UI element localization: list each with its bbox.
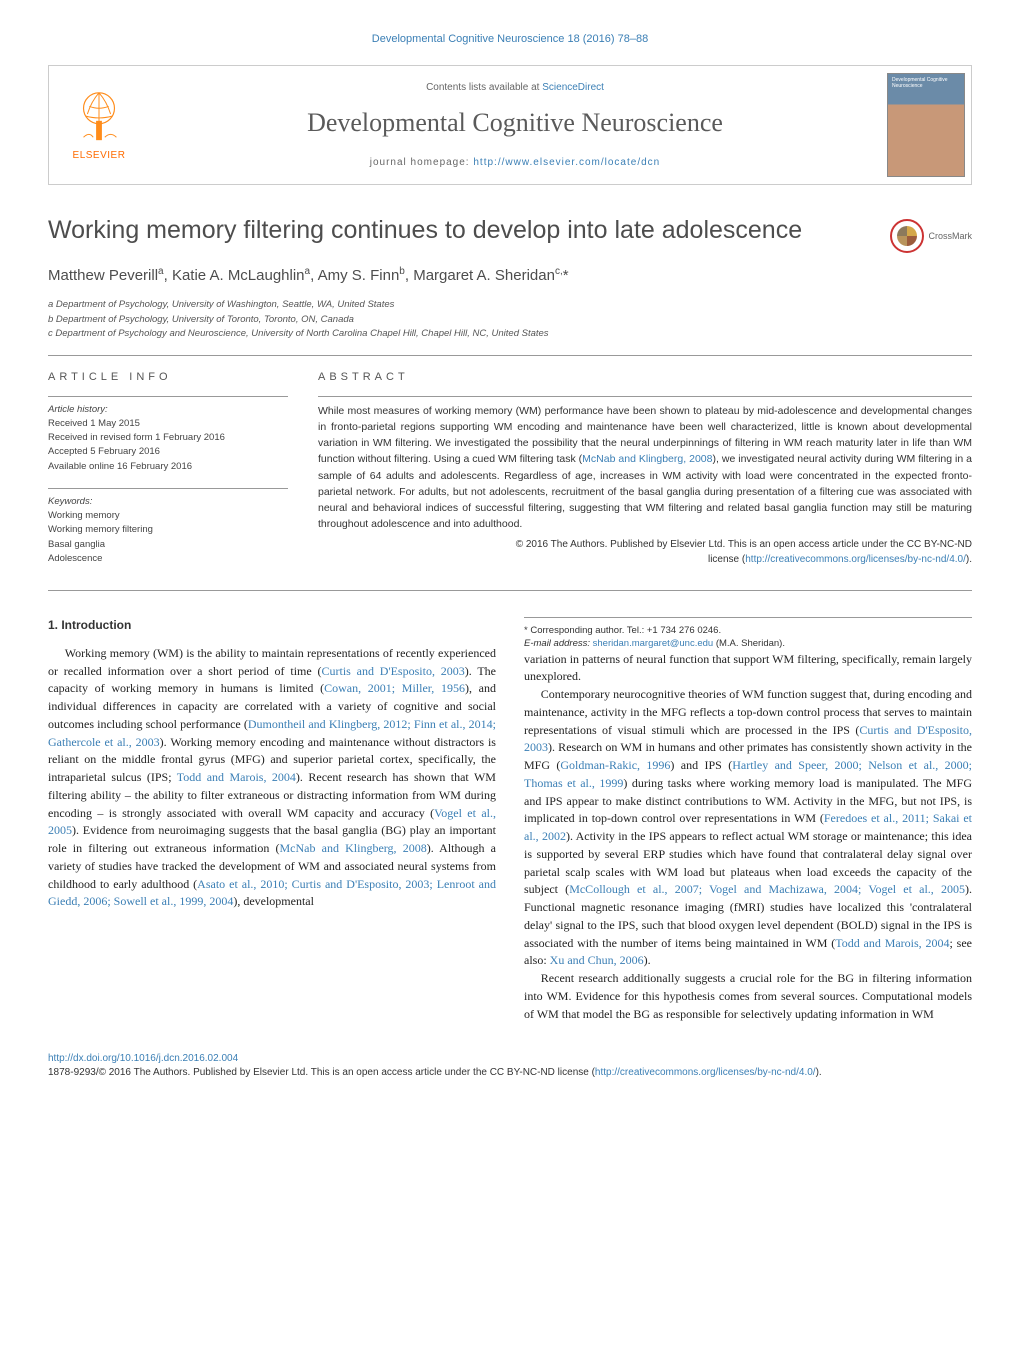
- footer-license-link[interactable]: http://creativecommons.org/licenses/by-n…: [595, 1067, 816, 1078]
- rule-1: [48, 355, 972, 356]
- journal-cover: Developmental Cognitive Neuroscience: [881, 66, 971, 184]
- body-text: 1. Introduction Working memory (WM) is t…: [48, 617, 972, 1030]
- affiliation-b: b Department of Psychology, University o…: [48, 313, 972, 327]
- affiliation-a: a Department of Psychology, University o…: [48, 298, 972, 312]
- p1i: variation in patterns of neural function…: [524, 652, 972, 684]
- cite-curtis-2003[interactable]: Curtis and D'Esposito, 2003: [322, 664, 465, 678]
- cite-goldman-rakic[interactable]: Goldman-Rakic, 1996: [560, 758, 670, 772]
- email-line: E-mail address: sheridan.margaret@unc.ed…: [524, 637, 972, 650]
- sciencedirect-link[interactable]: ScienceDirect: [542, 82, 604, 93]
- email-label: E-mail address:: [524, 638, 593, 649]
- cite-mcnab-klingberg[interactable]: McNab and Klingberg, 2008: [280, 841, 427, 855]
- homepage-prefix: journal homepage:: [370, 157, 474, 168]
- copyright-block: © 2016 The Authors. Published by Elsevie…: [318, 537, 972, 567]
- abstract-cite-1[interactable]: McNab and Klingberg, 2008: [582, 453, 712, 465]
- doi-link[interactable]: http://dx.doi.org/10.1016/j.dcn.2016.02.…: [48, 1053, 238, 1064]
- article-info-heading: ARTICLE INFO: [48, 370, 288, 385]
- journal-header-box: ELSEVIER Contents lists available at Sci…: [48, 65, 972, 185]
- p2h: ).: [644, 953, 651, 967]
- cover-title: Developmental Cognitive Neuroscience: [892, 78, 960, 89]
- history-label: Article history:: [48, 403, 288, 417]
- history-online: Available online 16 February 2016: [48, 460, 288, 474]
- article-info: ARTICLE INFO Article history: Received 1…: [48, 370, 288, 580]
- paragraph-1: Working memory (WM) is the ability to ma…: [48, 645, 496, 911]
- license-prefix: license (: [708, 554, 745, 565]
- article-history: Article history: Received 1 May 2015 Rec…: [48, 396, 288, 474]
- cite-mccollough-etc[interactable]: McCollough et al., 2007; Vogel and Machi…: [569, 882, 965, 896]
- section-1-heading: 1. Introduction: [48, 617, 496, 635]
- abstract: ABSTRACT While most measures of working …: [318, 370, 972, 580]
- keyword-4: Adolescence: [48, 552, 288, 566]
- keyword-3: Basal ganglia: [48, 538, 288, 552]
- journal-name: Developmental Cognitive Neuroscience: [307, 105, 723, 141]
- license-suffix: ).: [966, 554, 972, 565]
- history-received: Received 1 May 2015: [48, 417, 288, 431]
- email-link[interactable]: sheridan.margaret@unc.edu: [593, 638, 714, 649]
- homepage-link[interactable]: http://www.elsevier.com/locate/dcn: [473, 157, 660, 168]
- running-header: Developmental Cognitive Neuroscience 18 …: [48, 32, 972, 47]
- paragraph-1-cont: variation in patterns of neural function…: [524, 651, 972, 687]
- history-accepted: Accepted 5 February 2016: [48, 445, 288, 459]
- crossmark-icon: [890, 219, 924, 253]
- corresponding-author: * Corresponding author. Tel.: +1 734 276…: [524, 624, 972, 637]
- article-title: Working memory filtering continues to de…: [48, 213, 890, 248]
- cite-xu-chun[interactable]: Xu and Chun, 2006: [550, 953, 644, 967]
- affiliation-c: c Department of Psychology and Neuroscie…: [48, 327, 972, 341]
- keywords-block: Keywords: Working memory Working memory …: [48, 488, 288, 566]
- p1h: ), developmental: [233, 894, 314, 908]
- copyright-line: © 2016 The Authors. Published by Elsevie…: [516, 539, 972, 550]
- cite-cowan-miller[interactable]: Cowan, 2001; Miller, 1956: [324, 681, 465, 695]
- paragraph-2: Contemporary neurocognitive theories of …: [524, 686, 972, 970]
- p2c: ) and IPS (: [670, 758, 732, 772]
- affiliations: a Department of Psychology, University o…: [48, 298, 972, 341]
- crossmark-label: CrossMark: [928, 230, 972, 243]
- homepage-line: journal homepage: http://www.elsevier.co…: [370, 156, 660, 170]
- cite-todd-marois-b[interactable]: Todd and Marois, 2004: [835, 936, 949, 950]
- keywords-label: Keywords:: [48, 495, 288, 509]
- paragraph-3: Recent research additionally suggests a …: [524, 970, 972, 1023]
- license-link[interactable]: http://creativecommons.org/licenses/by-n…: [745, 554, 966, 565]
- header-center: Contents lists available at ScienceDirec…: [149, 66, 881, 184]
- authors: Matthew Peverilla, Katie A. McLaughlina,…: [48, 265, 972, 286]
- crossmark-badge[interactable]: CrossMark: [890, 213, 972, 253]
- keyword-2: Working memory filtering: [48, 523, 288, 537]
- contents-line: Contents lists available at ScienceDirec…: [426, 81, 604, 95]
- email-author: (M.A. Sheridan).: [713, 638, 785, 649]
- page-footer: http://dx.doi.org/10.1016/j.dcn.2016.02.…: [48, 1052, 972, 1080]
- cite-todd-marois[interactable]: Todd and Marois, 2004: [177, 770, 296, 784]
- elsevier-logo[interactable]: ELSEVIER: [49, 66, 149, 184]
- contents-prefix: Contents lists available at: [426, 82, 542, 93]
- history-revised: Received in revised form 1 February 2016: [48, 431, 288, 445]
- elsevier-tree-icon: [70, 87, 128, 145]
- keyword-1: Working memory: [48, 509, 288, 523]
- footnote-block: * Corresponding author. Tel.: +1 734 276…: [524, 617, 972, 651]
- issn-line-2: ).: [816, 1067, 822, 1078]
- abstract-body: While most measures of working memory (W…: [318, 396, 972, 567]
- cover-thumbnail: Developmental Cognitive Neuroscience: [887, 73, 965, 177]
- elsevier-label: ELSEVIER: [73, 149, 126, 163]
- issn-line-1: 1878-9293/© 2016 The Authors. Published …: [48, 1067, 595, 1078]
- abstract-heading: ABSTRACT: [318, 370, 972, 385]
- rule-2: [48, 590, 972, 591]
